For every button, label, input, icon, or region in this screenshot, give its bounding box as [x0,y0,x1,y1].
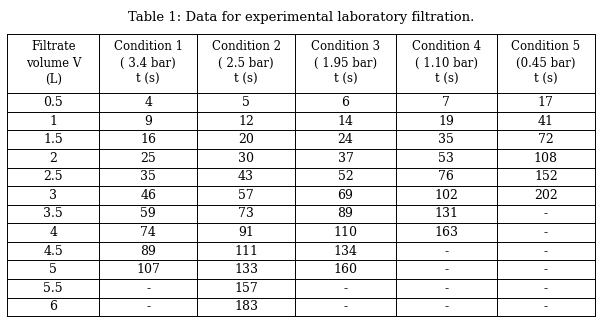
Text: 131: 131 [435,207,458,221]
Text: Table 1: Data for experimental laboratory filtration.: Table 1: Data for experimental laborator… [128,11,474,24]
Text: 3.5: 3.5 [43,207,63,221]
Text: 89: 89 [338,207,353,221]
Text: 35: 35 [140,170,156,183]
Text: 4: 4 [49,226,57,239]
Text: 152: 152 [534,170,557,183]
Text: 59: 59 [140,207,156,221]
Text: 0.5: 0.5 [43,96,63,109]
Text: 1.5: 1.5 [43,133,63,146]
Text: 16: 16 [140,133,156,146]
Text: 12: 12 [238,115,254,127]
Text: 69: 69 [338,189,353,202]
Text: 14: 14 [338,115,353,127]
Text: -: - [444,263,448,276]
Text: 202: 202 [534,189,557,202]
Text: 46: 46 [140,189,156,202]
Text: 17: 17 [538,96,554,109]
Text: 9: 9 [144,115,152,127]
Text: 107: 107 [136,263,160,276]
Text: 2.5: 2.5 [43,170,63,183]
Text: Condition 3
( 1.95 bar)
t (s): Condition 3 ( 1.95 bar) t (s) [311,40,380,86]
Text: -: - [544,207,548,221]
Text: 24: 24 [338,133,353,146]
Text: 134: 134 [334,245,358,258]
Text: 4.5: 4.5 [43,245,63,258]
Text: 160: 160 [334,263,358,276]
Text: -: - [344,300,347,313]
Text: -: - [146,282,150,295]
Text: 108: 108 [534,152,558,165]
Text: 19: 19 [438,115,455,127]
Text: 30: 30 [238,152,254,165]
Text: Filtrate
volume V
(L): Filtrate volume V (L) [25,40,81,86]
Text: 157: 157 [234,282,258,295]
Text: -: - [544,263,548,276]
Text: Condition 4
( 1.10 bar)
t (s): Condition 4 ( 1.10 bar) t (s) [412,40,481,86]
Text: 57: 57 [238,189,254,202]
Text: Condition 2
( 2.5 bar)
t (s): Condition 2 ( 2.5 bar) t (s) [211,40,281,86]
Text: 35: 35 [438,133,455,146]
Text: 5.5: 5.5 [43,282,63,295]
Text: 72: 72 [538,133,554,146]
Text: 102: 102 [435,189,458,202]
Text: 53: 53 [438,152,455,165]
Text: 43: 43 [238,170,254,183]
Text: 5: 5 [242,96,250,109]
Text: 6: 6 [49,300,57,313]
Text: 20: 20 [238,133,254,146]
Text: 91: 91 [238,226,254,239]
Text: -: - [544,282,548,295]
Text: 76: 76 [438,170,455,183]
Text: 2: 2 [49,152,57,165]
Text: 183: 183 [234,300,258,313]
Text: -: - [444,300,448,313]
Text: 89: 89 [140,245,156,258]
Text: 111: 111 [234,245,258,258]
Text: 41: 41 [538,115,554,127]
Text: Condition 5
(0.45 bar)
t (s): Condition 5 (0.45 bar) t (s) [511,40,580,86]
Text: 74: 74 [140,226,156,239]
Text: Condition 1
( 3.4 bar)
t (s): Condition 1 ( 3.4 bar) t (s) [114,40,182,86]
Text: 3: 3 [49,189,57,202]
Text: 25: 25 [140,152,156,165]
Text: 37: 37 [338,152,353,165]
Text: -: - [344,282,347,295]
Text: -: - [544,245,548,258]
Text: -: - [146,300,150,313]
Text: 52: 52 [338,170,353,183]
Text: 110: 110 [334,226,358,239]
Text: -: - [544,226,548,239]
Text: -: - [444,282,448,295]
Text: -: - [544,300,548,313]
Text: 4: 4 [144,96,152,109]
Text: 1: 1 [49,115,57,127]
Text: -: - [444,245,448,258]
Text: 73: 73 [238,207,254,221]
Text: 133: 133 [234,263,258,276]
Text: 6: 6 [341,96,350,109]
Text: 163: 163 [435,226,458,239]
Text: 7: 7 [442,96,450,109]
Text: 5: 5 [49,263,57,276]
